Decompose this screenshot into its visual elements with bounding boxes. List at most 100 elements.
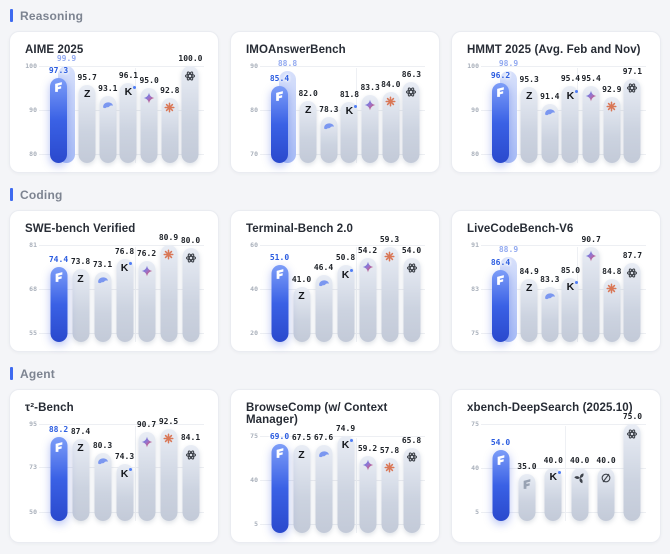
gridline bbox=[481, 424, 646, 425]
y-tick-label: 50 bbox=[29, 508, 37, 516]
claude-asterisk-logo-icon bbox=[383, 250, 396, 263]
bar-kimi-k-logo: K 74.9 bbox=[336, 424, 355, 533]
bar-claude-asterisk-logo: 92.8 bbox=[160, 66, 179, 163]
y-tick-label: 81 bbox=[29, 241, 37, 249]
model-bar bbox=[94, 271, 111, 342]
bar-openai-logo: 100.0 bbox=[178, 54, 202, 163]
bars-row: 54.0 35.0 K 40.0 40.0 40.0 75.0 bbox=[484, 412, 646, 521]
bar-openai-logo: 80.0 bbox=[181, 236, 200, 342]
model-bar bbox=[623, 263, 641, 342]
bar-value-label: 92.9 bbox=[602, 85, 622, 95]
z-logo-icon: Z bbox=[298, 290, 305, 303]
bar-z-logo: Z 41.0 bbox=[292, 245, 311, 342]
bar-value-label: 78.3 bbox=[319, 105, 339, 115]
whale-logo-icon bbox=[101, 99, 114, 112]
model-bar bbox=[623, 424, 641, 521]
whale-logo-icon bbox=[96, 456, 109, 469]
highlight-bar bbox=[50, 77, 67, 163]
highlight-bar bbox=[50, 437, 67, 521]
group-separator bbox=[134, 426, 136, 521]
z-logo-icon: Z bbox=[77, 272, 84, 285]
benchmark-card: LiveCodeBench-V6 91 83 75 88.9 86.4 Z 84.9 83.3 K… bbox=[451, 210, 661, 352]
bar-whale-logo: 73.1 bbox=[93, 245, 112, 342]
bar-whale-logo: 91.4 bbox=[540, 66, 559, 163]
bar-claude-asterisk-logo: 59.3 bbox=[380, 235, 399, 342]
y-tick-label: 100 bbox=[25, 62, 37, 70]
bar-value-label: 74.9 bbox=[335, 424, 356, 434]
bar-value-label: 84.8 bbox=[602, 267, 622, 277]
model-bar: K bbox=[116, 464, 133, 521]
bar-value-label: 54.0 bbox=[401, 246, 422, 256]
bar-claude-asterisk-logo: 84.0 bbox=[381, 66, 400, 163]
gridline bbox=[39, 424, 204, 425]
section-accent-bar-icon bbox=[10, 367, 13, 380]
bar-gemini-star-logo: 95.0 bbox=[139, 66, 159, 163]
bar-value-label: 84.9 bbox=[519, 266, 539, 276]
section-reasoning: Reasoning AIME 2025 100 90 80 99.9 97.3 Z 95.7 9… bbox=[9, 8, 661, 173]
gridline bbox=[39, 245, 204, 246]
gridline bbox=[481, 468, 646, 469]
chart-title: AIME 2025 bbox=[25, 44, 84, 56]
benchmark-card: BrowseComp (w/ Context Manager) 75 40 5 69.0… bbox=[230, 389, 440, 543]
model-bar: Z bbox=[293, 445, 310, 533]
model-bar bbox=[623, 78, 641, 163]
bar-value-label: 57.8 bbox=[379, 445, 400, 455]
bar-s-logo: 51.0 bbox=[270, 245, 289, 342]
bar-gemini-star-logo: 54.2 bbox=[358, 245, 377, 342]
bar-z-logo: Z 95.7 bbox=[78, 66, 97, 163]
y-tick-label: 100 bbox=[467, 62, 479, 70]
model-bar: Z bbox=[72, 269, 89, 342]
claude-asterisk-logo-icon bbox=[162, 248, 175, 261]
y-tick-label: 75 bbox=[250, 432, 258, 440]
bar-gemini-star-logo: 59.2 bbox=[358, 436, 377, 533]
z-logo-icon: Z bbox=[83, 88, 91, 101]
pinwheel-logo-icon bbox=[573, 471, 586, 484]
model-bar bbox=[518, 474, 536, 521]
slashed-circle-logo-icon bbox=[600, 471, 613, 484]
s-logo-icon bbox=[273, 447, 286, 460]
bar-value-label: 88.2 bbox=[48, 425, 69, 435]
bar-value-label: 85.0 bbox=[560, 266, 581, 275]
model-bar bbox=[571, 468, 589, 521]
bar-value-label: 83.3 bbox=[540, 275, 560, 285]
bar-gemini-star-logo: 95.4 bbox=[581, 66, 601, 163]
model-bar: K bbox=[337, 265, 354, 342]
chart-title: τ²-Bench bbox=[25, 402, 74, 414]
gridline bbox=[481, 512, 646, 513]
model-bar: Z bbox=[299, 101, 317, 163]
s-logo-icon bbox=[494, 453, 507, 466]
y-tick-label: 40 bbox=[250, 476, 258, 484]
bar-value-label: 80.9 bbox=[158, 233, 179, 243]
chart-plot: 75 40 5 54.0 35.0 K 40.0 40.0 40.0 75.0 bbox=[471, 412, 646, 521]
z-logo-icon: Z bbox=[77, 442, 84, 455]
kimi-k-logo-icon: K bbox=[564, 89, 578, 102]
bar-s-logo: 69.0 bbox=[270, 432, 289, 533]
ghost-value-label: 99.9 bbox=[56, 54, 77, 64]
bar-value-label: 76.8 bbox=[114, 247, 135, 257]
highlight-bar bbox=[492, 450, 509, 521]
benchmark-card: HMMT 2025 (Avg. Feb and Nov) 100 90 80 98.9 9… bbox=[451, 31, 661, 173]
model-bar bbox=[541, 103, 559, 163]
model-bar: K bbox=[561, 86, 579, 163]
gemini-star-logo-icon bbox=[585, 250, 598, 263]
model-bar: K bbox=[340, 102, 358, 163]
chart-title: LiveCodeBench-V6 bbox=[467, 223, 574, 235]
model-bar bbox=[359, 455, 376, 533]
kimi-k-logo-icon: K bbox=[343, 105, 357, 118]
chart-plot: 95 73 50 88.2 Z 87.4 80.3 K 74.3 90.7 92.5 84.1 bbox=[29, 417, 204, 521]
model-bar bbox=[381, 246, 398, 342]
y-tick-label: 40 bbox=[471, 464, 479, 472]
kimi-k-logo-icon: K bbox=[118, 262, 132, 275]
y-tick-label: 70 bbox=[250, 150, 258, 158]
bar-s-logo: 88.2 bbox=[48, 424, 69, 521]
bar-value-label: 90.7 bbox=[136, 420, 157, 430]
bar-value-label: 97.1 bbox=[622, 66, 643, 76]
model-bar bbox=[99, 96, 117, 163]
bar-openai-logo: 86.3 bbox=[402, 66, 421, 163]
chart-title: IMOAnswerBench bbox=[246, 44, 346, 56]
bar-value-label: 95.4 bbox=[560, 74, 581, 84]
bar-s-logo: 54.0 bbox=[491, 424, 510, 521]
kimi-k-logo-icon: K bbox=[547, 471, 561, 484]
bar-s-logo: 88.8 85.4 bbox=[270, 59, 297, 163]
whale-logo-icon bbox=[543, 107, 556, 120]
